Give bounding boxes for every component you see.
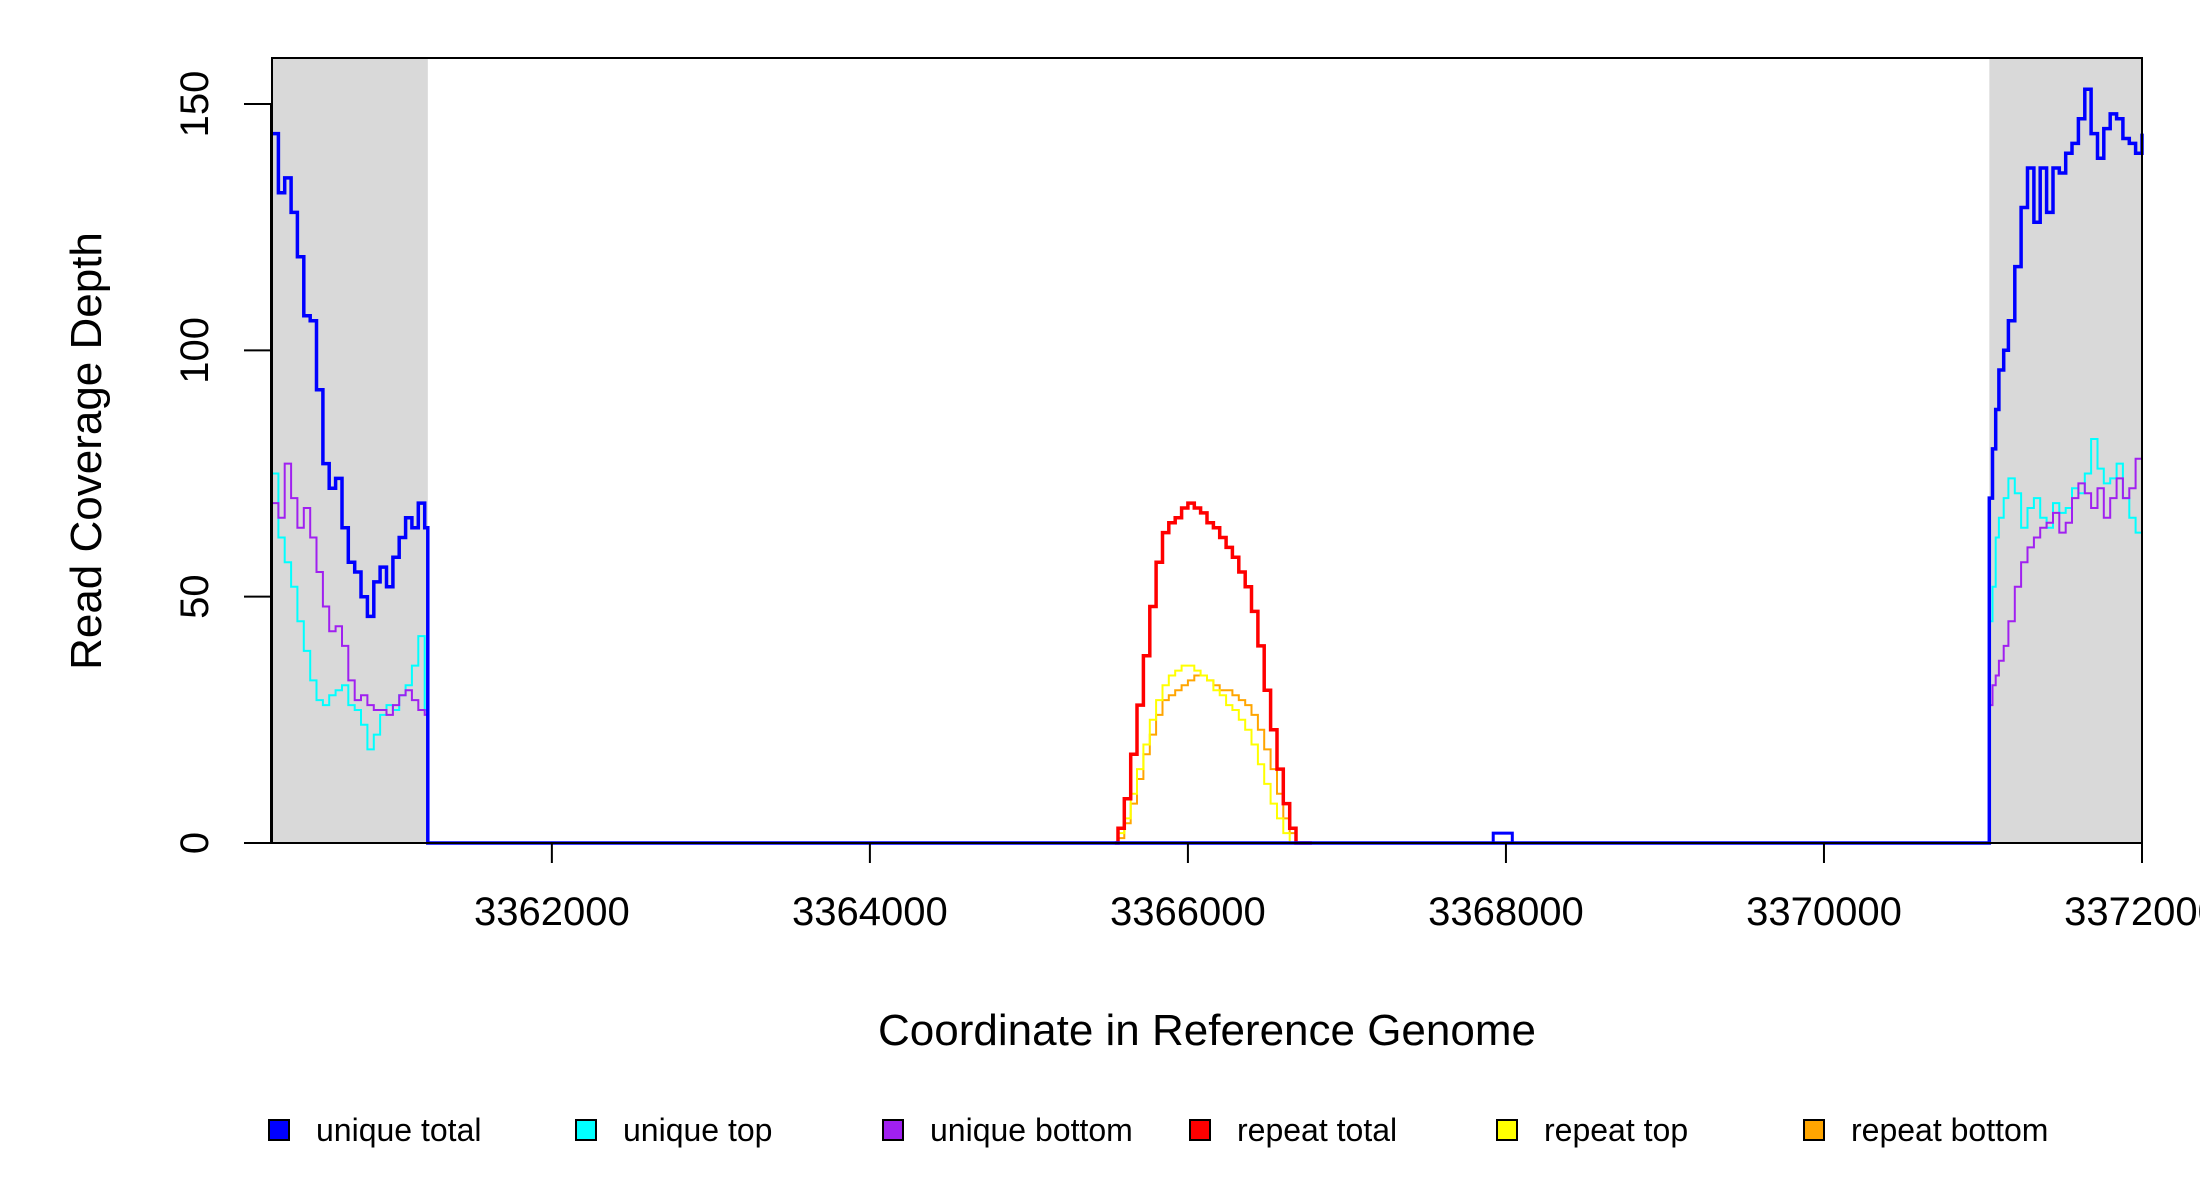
x-tick-label: 3368000 [1428,890,1584,934]
legend-label: unique top [623,1111,773,1148]
legend-label: repeat total [1237,1111,1398,1148]
shaded-region-2 [1989,58,2142,843]
plot-frame [271,57,2143,844]
y-axis-label: Read Coverage Depth [62,232,111,670]
legend-item-unique-bottom: unique bottom [882,1110,1133,1150]
legend-swatch [1496,1119,1518,1141]
legend-swatch [575,1119,597,1141]
series-line-unique-top [272,438,2143,844]
legend-swatch [1189,1119,1211,1141]
small-blip [1491,831,1514,845]
y-axis: 0 50 100 150 [173,71,272,854]
legend-item-repeat-top: repeat top [1496,1110,1688,1150]
legend-item-unique-total: unique total [268,1110,481,1150]
legend-swatch [882,1119,904,1141]
legend-label: unique total [316,1111,482,1148]
shaded-region-1 [272,58,428,843]
y-tick-label: 150 [173,71,217,138]
series-line-unique-total [272,87,2144,845]
y-tick-label: 50 [173,574,217,619]
series-line-repeat-top [1114,664,1312,844]
legend-item-repeat-total: repeat total [1189,1110,1397,1150]
legend-item-repeat-bottom: repeat bottom [1803,1110,2048,1150]
x-axis: 3362000 3364000 3366000 3368000 3370000 33720… [474,843,2200,934]
x-tick-label: 3366000 [1110,890,1266,934]
series-line-repeat-total [1114,501,1312,845]
x-axis-label: Coordinate in Reference Genome [878,1006,1536,1055]
legend-label: repeat top [1544,1111,1689,1148]
x-tick-label: 3370000 [1746,890,1902,934]
x-tick-label: 3364000 [792,890,948,934]
legend-label: repeat bottom [1851,1111,2049,1148]
legend-swatch [268,1119,290,1141]
legend-swatch [1803,1119,1825,1141]
legend-item-unique-top: unique top [575,1110,772,1150]
shaded-regions [272,58,2142,843]
y-tick-label: 100 [173,317,217,384]
legend-label: unique bottom [930,1111,1133,1148]
y-tick-label: 0 [173,832,217,854]
legend: unique total unique top unique bottom re… [0,1110,2200,1150]
x-tick-label: 3362000 [474,890,630,934]
series-lines [272,87,2144,845]
